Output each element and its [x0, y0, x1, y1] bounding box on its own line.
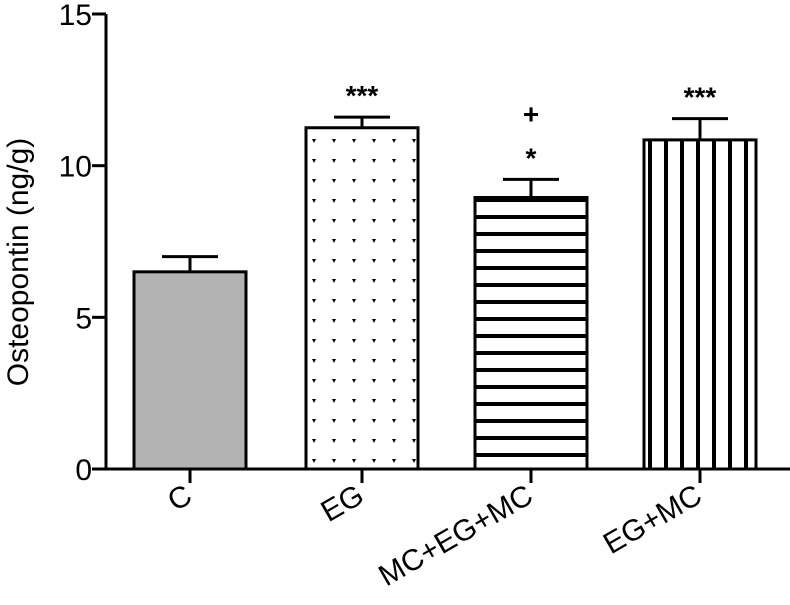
significance-mark: ***	[684, 82, 717, 113]
x-category-label: MC+EG+MC	[373, 478, 538, 592]
y-axis-ticks: 0 5 10 15	[59, 0, 106, 487]
y-tick-label: 0	[75, 454, 92, 487]
y-tick-label: 5	[75, 302, 92, 335]
bar-c	[132, 270, 248, 471]
x-category-label: EG+MC	[598, 478, 708, 560]
significance-mark: ***	[346, 80, 379, 111]
significance-mark: +	[523, 98, 539, 129]
significance-mark: *	[526, 142, 537, 173]
y-tick-label: 10	[59, 151, 92, 184]
y-axis-title: Osteopontin (ng/g)	[2, 138, 35, 386]
bars	[132, 126, 758, 471]
bar-eg-mc	[642, 138, 758, 471]
bar-mc-eg-mc	[473, 196, 589, 471]
x-axis-ticks	[188, 469, 702, 483]
y-tick-label: 15	[59, 0, 92, 32]
bar-eg	[304, 126, 420, 471]
x-category-label: EG	[315, 478, 369, 528]
error-bars	[162, 115, 728, 272]
x-category-label: C	[162, 478, 197, 517]
x-axis-category-labels: C EG MC+EG+MC EG+MC	[162, 478, 707, 592]
significance-annotations: ***+****	[346, 80, 717, 173]
